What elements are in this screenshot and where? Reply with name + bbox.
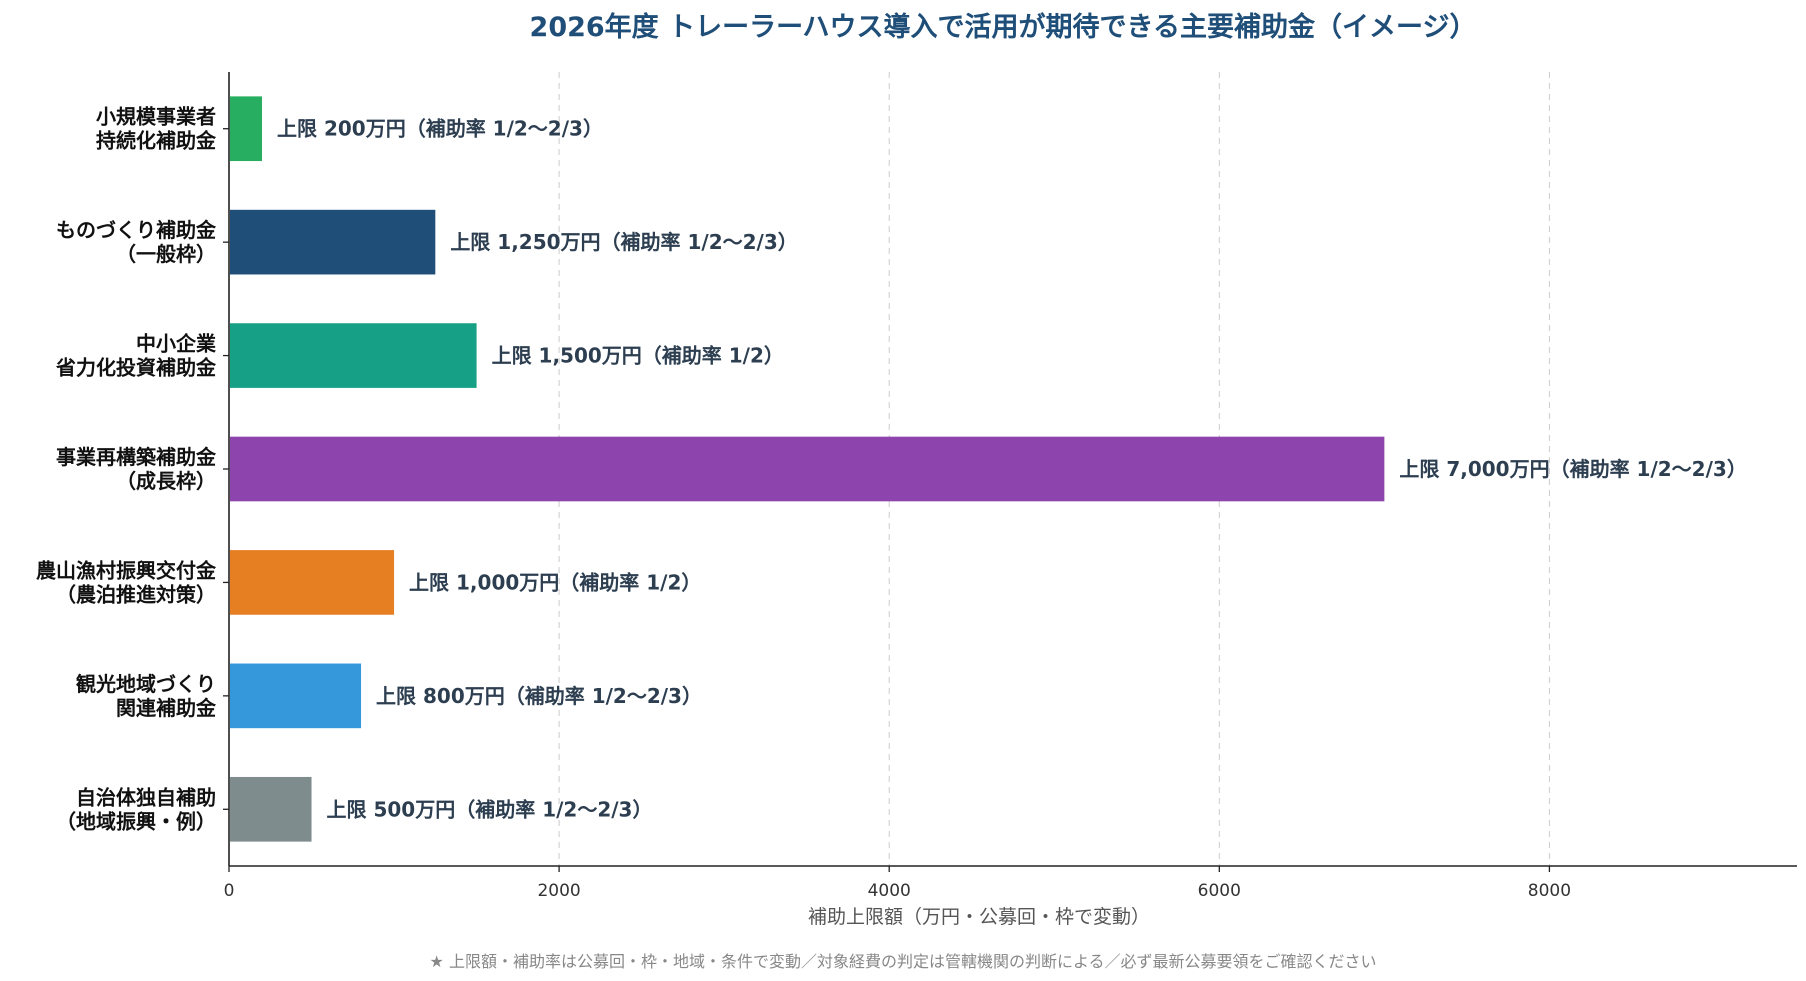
bar-data-label: 上限 1,500万円（補助率 1/2） [492,344,784,368]
footnote: ★ 上限額・補助率は公募回・枠・地域・条件で変動／対象経費の判定は管轄機関の判断… [430,952,1377,971]
category-label-line: 持続化補助金 [96,129,217,153]
category-label-line: 事業再構築補助金 [56,445,217,469]
bar-data-labels: 上限 200万円（補助率 1/2〜2/3） 上限 1,250万円（補助率 1/2〜… [277,117,1747,822]
bar [230,96,263,162]
category-label: 観光地域づくり関連補助金 [76,672,217,720]
bar-data-label: 上限 7,000万円（補助率 1/2〜2/3） [1399,457,1746,481]
category-label-line: 中小企業 [136,332,217,356]
bar-data-label: 上限 1,000万円（補助率 1/2） [409,570,701,594]
category-label: 中小企業省力化投資補助金 [55,332,217,380]
category-label-line: 小規模事業者 [96,105,216,129]
x-tick-label: 8000 [1528,881,1571,901]
category-label-line: 自治体独自補助 [76,785,216,809]
x-tick-label: 6000 [1198,881,1241,901]
category-label: 農山漁村振興交付金（農泊推進対策） [36,558,217,606]
category-label-line: （一般枠） [116,242,216,266]
category-label-line: 農山漁村振興交付金 [36,558,217,582]
category-label: ものづくり補助金（一般枠） [56,218,217,266]
x-tick-label: 4000 [868,881,911,901]
category-label-line: （成長枠） [116,469,216,493]
category-label: 自治体独自補助（地域振興・例） [56,785,216,833]
category-labels: 小規模事業者持続化補助金ものづくり補助金（一般枠）中小企業省力化投資補助金事業再… [36,105,229,833]
x-axis-ticks: 0 2000 4000 6000 8000 [224,866,1571,901]
x-tick-label: 0 [224,881,235,901]
category-label-line: （農泊推進対策） [56,582,216,606]
bar-data-label: 上限 500万円（補助率 1/2〜2/3） [327,797,653,821]
bar [230,550,395,615]
bar-data-label: 上限 200万円（補助率 1/2〜2/3） [277,117,603,141]
x-tick-label: 2000 [537,881,580,901]
bar [230,209,436,275]
category-label: 事業再構築補助金（成長枠） [56,445,217,493]
category-label-line: ものづくり補助金 [56,218,217,242]
category-label-line: 関連補助金 [116,696,217,720]
bar-data-label: 上限 800万円（補助率 1/2〜2/3） [376,684,702,708]
bar [230,323,477,388]
bar [230,663,362,729]
bars [230,96,1385,842]
x-axis-label: 補助上限額（万円・公募回・枠で変動） [808,906,1150,928]
category-label-line: 観光地域づくり [76,672,216,696]
bar [230,776,312,842]
category-label: 小規模事業者持続化補助金 [96,105,217,153]
category-label-line: （地域振興・例） [56,809,216,833]
bar-data-label: 上限 1,250万円（補助率 1/2〜2/3） [450,230,797,254]
bar [230,436,1385,502]
chart-title: 2026年度 トレーラーハウス導入で活用が期待できる主要補助金（イメージ） [530,11,1477,43]
category-label-line: 省力化投資補助金 [55,356,217,380]
